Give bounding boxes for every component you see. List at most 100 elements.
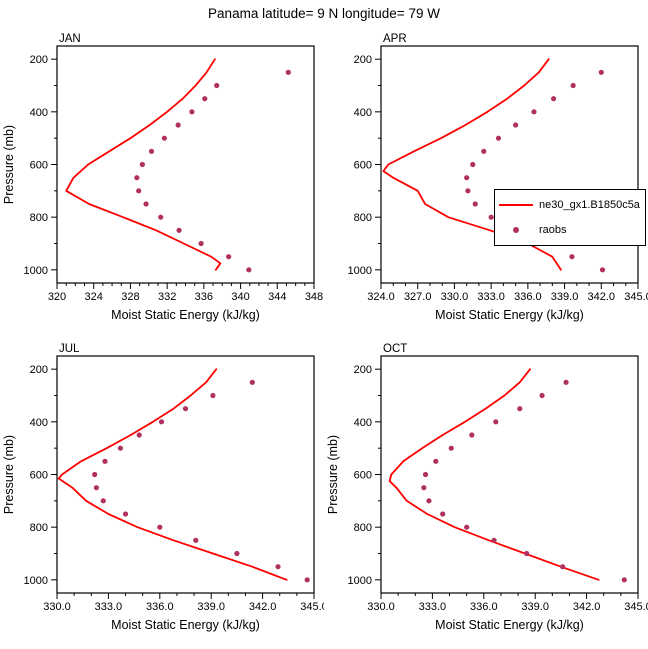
raobs-dot — [464, 524, 470, 530]
model-line-icon — [499, 204, 533, 207]
raobs-dot — [422, 471, 429, 478]
jan-chart-svg: 320 324 328 332 336 340 344 348 200 400 600 800 1000… — [2, 33, 323, 322]
x-tick-label: 340 — [231, 291, 249, 303]
panel-jul: 330.0 333.0 336.0 339.0 342.0 345.0 200 400 600 8… — [0, 338, 324, 648]
x-tick-label: 328 — [121, 291, 139, 303]
raobs-dot-icon — [513, 226, 519, 233]
legend-model-label: ne30_gx1.B1850c5a — [539, 199, 640, 212]
raobs-dot — [176, 227, 182, 233]
x-tick-label: 339.0 — [521, 601, 549, 613]
x-tick-label: 336.0 — [514, 291, 542, 303]
x-tick-label: 320 — [48, 291, 66, 303]
x-tick-label: 345.0 — [624, 291, 648, 303]
raobs-dot — [189, 109, 195, 115]
y-axis-title: Pressure (mb) — [2, 435, 16, 514]
y-tick-label: 1000 — [348, 265, 372, 277]
x-tick-label: 342.0 — [588, 291, 616, 303]
raobs-dot — [198, 240, 204, 247]
oct-chart-svg: 330.0 333.0 336.0 339.0 342.0 345.0 200 400 600 8… — [326, 343, 648, 632]
y-tick-label: 400 — [30, 107, 48, 119]
raobs-dot — [158, 214, 164, 220]
y-tick-label: 200 — [354, 364, 372, 376]
x-tick-label: 330.0 — [43, 601, 71, 613]
x-tick-label: 342.0 — [249, 601, 277, 613]
raobs-dot — [599, 267, 606, 273]
panel-month-label: OCT — [383, 343, 407, 355]
y-tick-label: 800 — [30, 522, 48, 534]
y-tick-label: 800 — [354, 522, 372, 534]
x-tick-label: 345.0 — [300, 601, 324, 613]
legend-entry-model: ne30_gx1.B1850c5a — [499, 199, 641, 211]
y-tick-label: 200 — [354, 54, 372, 66]
raobs-dot — [134, 175, 140, 181]
raobs-dot — [304, 577, 310, 583]
y-tick-label: 400 — [354, 107, 372, 119]
raobs-dot — [143, 201, 149, 207]
raobs-dot — [234, 550, 240, 557]
raobs-dot — [214, 82, 220, 89]
raobs-dot — [249, 379, 255, 385]
panel-month-label: JAN — [59, 33, 81, 45]
raobs-dot — [481, 148, 487, 154]
x-tick-label: 330.0 — [367, 601, 395, 613]
page-title: Panama latitude= 9 N longitude= 79 W — [208, 6, 440, 21]
y-tick-label: 200 — [30, 54, 48, 66]
panel-month-label: JUL — [59, 343, 80, 355]
raobs-dot — [148, 148, 155, 154]
x-tick-label: 348 — [305, 291, 323, 303]
raobs-dot — [493, 419, 499, 425]
raobs-dot — [285, 69, 291, 75]
raobs-dot — [524, 550, 530, 557]
raobs-dot — [102, 458, 108, 464]
y-axis-title: Pressure (mb) — [326, 435, 340, 514]
model-line — [65, 58, 222, 271]
x-axis-title: Moist Static Energy (kJ/kg) — [111, 308, 260, 322]
raobs-dot — [122, 511, 129, 517]
raobs-dot — [136, 188, 142, 194]
raobs-dot — [136, 432, 142, 438]
x-axis-title: Moist Static Energy (kJ/kg) — [435, 618, 584, 632]
raobs-dot — [470, 161, 476, 168]
raobs-dot — [93, 485, 100, 491]
jul-chart-svg: 330.0 333.0 336.0 339.0 342.0 345.0 200 400 600 8… — [2, 343, 324, 632]
raobs-dot — [570, 82, 576, 89]
x-axis-title: Moist Static Energy (kJ/kg) — [435, 308, 584, 322]
raobs-dot — [550, 96, 557, 102]
x-tick-label: 324.0 — [367, 291, 395, 303]
raobs-dot — [421, 485, 427, 491]
y-tick-label: 600 — [30, 470, 48, 482]
raobs-dot — [157, 524, 163, 530]
raobs-dot — [100, 498, 106, 504]
raobs-dot — [491, 537, 497, 543]
raobs-dot — [448, 445, 454, 451]
raobs-dot — [598, 69, 604, 75]
x-tick-label: 327.0 — [404, 291, 432, 303]
raobs-dot — [246, 267, 252, 273]
raobs-dot — [433, 458, 439, 464]
x-tick-label: 333.0 — [419, 601, 447, 613]
raobs-dot — [563, 379, 569, 385]
y-tick-label: 600 — [354, 160, 372, 172]
x-tick-label: 336 — [195, 291, 213, 303]
y-tick-label: 600 — [354, 470, 372, 482]
legend-raobs-label: raobs — [539, 223, 567, 236]
x-tick-label: 339.0 — [551, 291, 579, 303]
raobs-dot — [426, 498, 432, 504]
raobs-dot — [175, 122, 181, 128]
raobs-dot — [92, 471, 98, 478]
raobs-dot — [117, 445, 123, 451]
y-tick-label: 400 — [354, 417, 372, 429]
raobs-dot — [539, 392, 545, 399]
x-axis-title: Moist Static Energy (kJ/kg) — [111, 618, 260, 632]
raobs-dot — [210, 392, 216, 399]
x-tick-label: 324 — [85, 291, 103, 303]
raobs-dot — [472, 201, 478, 207]
raobs-dot — [465, 188, 471, 194]
raobs-dot — [202, 96, 208, 102]
raobs-dot — [158, 419, 165, 425]
raobs-dot — [139, 161, 145, 168]
panel-month-label: APR — [383, 33, 407, 45]
legend-box: ne30_gx1.B1850c5a raobs — [494, 189, 646, 246]
apr-chart-svg: 324.0 327.0 330.0 333.0 336.0 339.0 342.0 345.0… — [348, 33, 648, 322]
